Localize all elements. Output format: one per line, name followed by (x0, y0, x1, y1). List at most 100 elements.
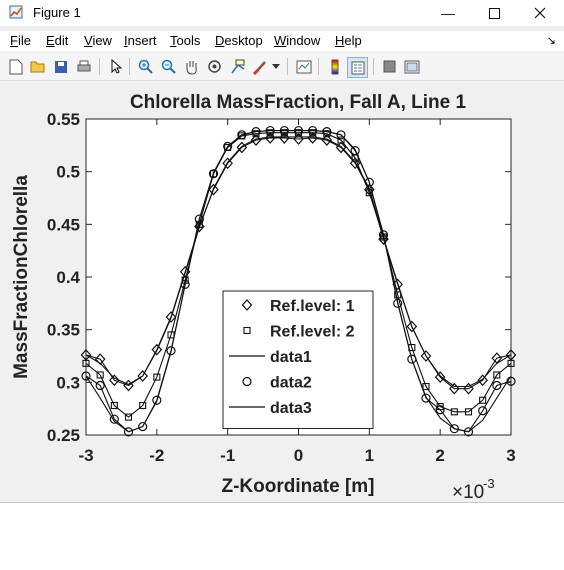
data-point (81, 371, 91, 381)
chart[interactable]: Chlorella MassFraction, Fall A, Line 1 0… (5, 81, 556, 501)
series-data3 (85, 130, 512, 433)
series-data1 (85, 136, 512, 388)
data-point (138, 421, 148, 432)
data-point (223, 141, 233, 151)
legend-label: data1 (270, 349, 312, 366)
title-bar[interactable]: Figure 1 — (0, 0, 564, 26)
data-point (151, 343, 163, 356)
colorbar-icon[interactable] (325, 57, 344, 76)
brush-dropdown-icon[interactable] (270, 57, 282, 76)
data-point (264, 132, 276, 144)
legend-icon[interactable] (347, 57, 368, 78)
minimize-button[interactable]: — (425, 0, 471, 26)
legend-label: Ref.level: 2 (270, 324, 355, 341)
legend[interactable]: Ref.level: 1 Ref.level: 2 data1 data2 data3 (222, 290, 374, 429)
data-point (420, 350, 432, 362)
x-tick-label: 1 (365, 446, 374, 465)
data-point (94, 353, 106, 366)
x-axis-label: Z-Koordinate [m] (221, 476, 374, 497)
data-point (492, 380, 502, 391)
data-point (406, 320, 418, 333)
data-point (139, 401, 147, 410)
legend-marker (241, 299, 253, 311)
legend-label: Ref.level: 1 (270, 298, 355, 315)
data-cursor-icon[interactable] (228, 57, 247, 76)
menu-file-rest: ile (17, 33, 31, 48)
data-point (95, 380, 105, 391)
y-tick-label: 0.35 (47, 321, 80, 340)
menu-help[interactable]: Help (335, 33, 362, 48)
legend-box (222, 290, 374, 429)
save-icon[interactable] (51, 57, 70, 76)
data-point (434, 371, 446, 383)
figure-canvas[interactable]: Chlorella MassFraction, Fall A, Line 1 0… (5, 81, 556, 501)
legend-marker (243, 326, 251, 335)
pointer-icon[interactable] (106, 57, 125, 76)
zoom-out-icon[interactable] (159, 57, 178, 76)
new-figure-icon[interactable] (6, 57, 25, 76)
data-point (393, 298, 403, 308)
menu-window[interactable]: Window (274, 33, 321, 48)
y-axis-label: MassFractionChlorella (11, 175, 32, 379)
y-tick-label: 0.45 (47, 215, 80, 234)
menu-tools[interactable]: Tools (170, 33, 201, 48)
legend-entry: data1 (229, 349, 312, 366)
rotate-3d-icon[interactable] (205, 57, 224, 76)
print-icon[interactable] (74, 57, 93, 76)
toolbar-separator (318, 58, 319, 75)
menu-edit[interactable]: Edit (46, 33, 69, 48)
x-tick-label: -1 (220, 446, 235, 465)
data-point (123, 379, 134, 392)
maximize-button[interactable] (471, 0, 517, 26)
figure-window: Figure 1 — File Edit View Insert Tools D… (0, 0, 564, 503)
legend-marker (242, 376, 252, 387)
data-point (479, 396, 487, 404)
x-axis: -3 -2 -1 0 1 2 3 (78, 119, 516, 465)
y-tick-label: 0.25 (47, 426, 80, 445)
data-point (336, 130, 346, 140)
data-point (166, 346, 176, 356)
y-tick-label: 0.4 (56, 268, 80, 287)
hide-plot-tools-icon[interactable] (380, 57, 399, 76)
x-exponent: ×10 -3 (452, 476, 495, 501)
link-plot-icon[interactable] (294, 57, 313, 76)
y-axis: 0.25 0.3 0.35 0.4 0.45 0.5 0.55 (47, 110, 511, 445)
data-point (222, 157, 233, 170)
dock-arrow-icon[interactable]: ↘ (546, 35, 556, 47)
series-line (85, 136, 512, 388)
data-point (237, 130, 247, 140)
data-point (208, 169, 219, 179)
window-title: Figure 1 (33, 5, 81, 20)
show-plot-tools-icon[interactable] (402, 57, 421, 76)
legend-label: data3 (270, 400, 312, 417)
data-point (464, 408, 473, 416)
pan-hand-icon[interactable] (182, 57, 201, 76)
matlab-figure-icon (9, 5, 23, 19)
data-point (364, 177, 374, 187)
data-point (137, 370, 148, 382)
x-tick-label: 3 (506, 446, 515, 465)
legend-label: data2 (270, 375, 312, 392)
open-folder-icon[interactable] (28, 57, 47, 76)
data-point (335, 141, 347, 154)
data-point (208, 183, 219, 196)
data-point (279, 132, 290, 144)
data-point (209, 170, 218, 178)
menu-bar: File Edit View Insert Tools Desktop Wind… (0, 31, 564, 51)
legend-entry: data3 (229, 400, 312, 417)
data-point (350, 145, 360, 156)
x-exponent-power: -3 (483, 476, 495, 491)
zoom-in-icon[interactable] (136, 57, 155, 76)
toolbar (0, 53, 564, 81)
menu-insert[interactable]: Insert (124, 33, 157, 48)
legend-entry: data2 (242, 375, 312, 392)
menu-view[interactable]: View (84, 33, 112, 48)
data-point (493, 371, 501, 379)
data-point (109, 414, 119, 424)
data-point (153, 373, 161, 381)
close-button[interactable] (517, 0, 563, 26)
x-tick-label: -3 (78, 446, 93, 465)
brush-icon[interactable] (251, 57, 270, 76)
menu-file[interactable]: File (10, 33, 31, 48)
menu-desktop[interactable]: Desktop (215, 33, 263, 48)
